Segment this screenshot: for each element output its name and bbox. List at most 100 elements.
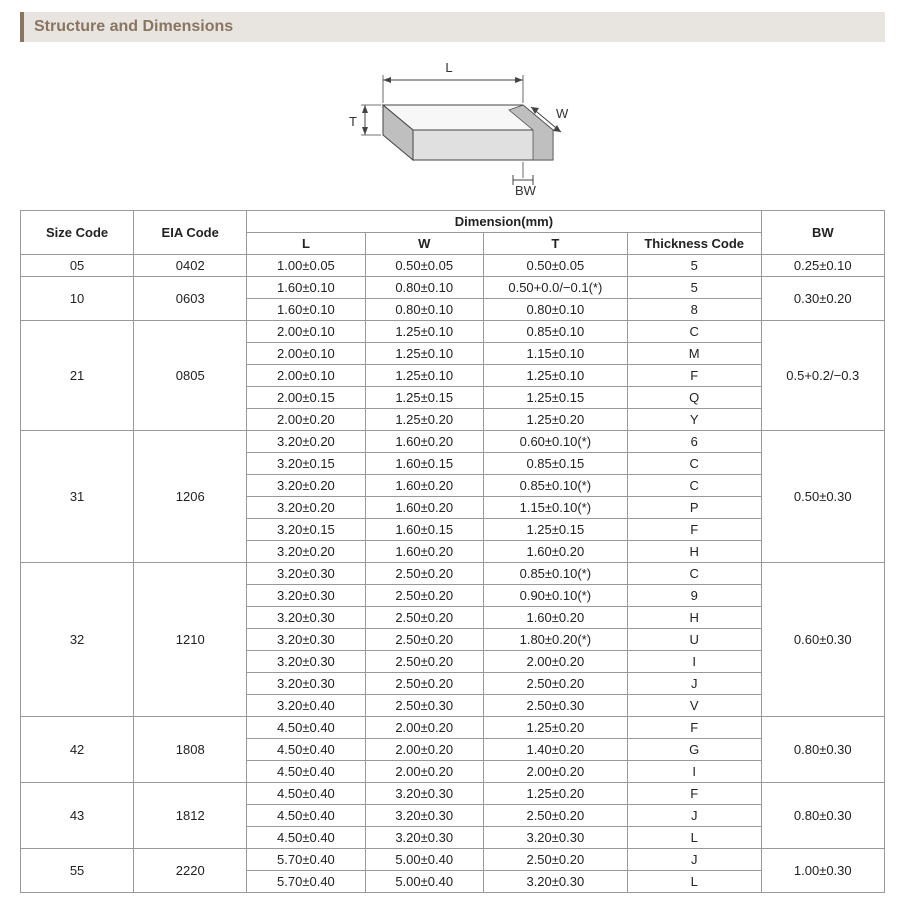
th-dimension-group: Dimension(mm) (247, 211, 761, 233)
cell-bw: 0.5+0.2/−0.3 (761, 321, 884, 431)
cell-t: 0.85±0.15 (483, 453, 627, 475)
cell-thickness-code: 6 (627, 431, 761, 453)
cell-w: 1.60±0.20 (365, 497, 483, 519)
cell-w: 1.60±0.15 (365, 453, 483, 475)
cell-t: 1.80±0.20(*) (483, 629, 627, 651)
cell-w: 1.60±0.20 (365, 475, 483, 497)
cell-bw: 0.80±0.30 (761, 717, 884, 783)
cell-l: 1.60±0.10 (247, 277, 365, 299)
th-eia-code: EIA Code (134, 211, 247, 255)
cell-l: 3.20±0.30 (247, 585, 365, 607)
cell-thickness-code: 5 (627, 255, 761, 277)
cell-thickness-code: 5 (627, 277, 761, 299)
cell-thickness-code: 8 (627, 299, 761, 321)
cell-l: 4.50±0.40 (247, 805, 365, 827)
cell-l: 2.00±0.20 (247, 409, 365, 431)
cell-l: 4.50±0.40 (247, 761, 365, 783)
diagram-label-t: T (349, 114, 357, 129)
cell-eia-code: 0603 (134, 277, 247, 321)
cell-l: 4.50±0.40 (247, 827, 365, 849)
cell-bw: 0.60±0.30 (761, 563, 884, 717)
diagram-label-w: W (556, 106, 569, 121)
cell-w: 2.50±0.20 (365, 651, 483, 673)
cell-l: 3.20±0.40 (247, 695, 365, 717)
cell-thickness-code: U (627, 629, 761, 651)
cell-thickness-code: F (627, 519, 761, 541)
cell-w: 2.50±0.20 (365, 629, 483, 651)
cell-w: 1.25±0.10 (365, 321, 483, 343)
cell-t: 0.85±0.10(*) (483, 475, 627, 497)
cell-t: 0.50±0.05 (483, 255, 627, 277)
cell-thickness-code: C (627, 453, 761, 475)
cell-l: 2.00±0.10 (247, 343, 365, 365)
cell-thickness-code: L (627, 827, 761, 849)
cell-eia-code: 1210 (134, 563, 247, 717)
cell-l: 3.20±0.20 (247, 497, 365, 519)
cell-thickness-code: L (627, 871, 761, 893)
diagram-label-l: L (445, 60, 452, 75)
cell-l: 2.00±0.10 (247, 321, 365, 343)
cell-thickness-code: Q (627, 387, 761, 409)
cell-t: 3.20±0.30 (483, 827, 627, 849)
cell-t: 1.25±0.20 (483, 409, 627, 431)
cell-w: 3.20±0.30 (365, 827, 483, 849)
cell-thickness-code: F (627, 783, 761, 805)
cell-w: 2.50±0.20 (365, 673, 483, 695)
table-row: 3112063.20±0.201.60±0.200.60±0.10(*)60.5… (21, 431, 885, 453)
dimension-diagram: L W T BW (20, 50, 885, 200)
cell-size-code: 42 (21, 717, 134, 783)
cell-t: 0.80±0.10 (483, 299, 627, 321)
th-bw: BW (761, 211, 884, 255)
cell-l: 3.20±0.30 (247, 607, 365, 629)
cell-w: 1.25±0.10 (365, 343, 483, 365)
cell-thickness-code: 9 (627, 585, 761, 607)
cell-bw: 0.25±0.10 (761, 255, 884, 277)
cell-l: 3.20±0.15 (247, 519, 365, 541)
cell-bw: 0.30±0.20 (761, 277, 884, 321)
cell-eia-code: 1206 (134, 431, 247, 563)
cell-thickness-code: C (627, 563, 761, 585)
cell-w: 0.50±0.05 (365, 255, 483, 277)
table-row: 5522205.70±0.405.00±0.402.50±0.20J1.00±0… (21, 849, 885, 871)
cell-thickness-code: I (627, 761, 761, 783)
diagram-label-bw: BW (515, 183, 537, 198)
cell-size-code: 32 (21, 563, 134, 717)
cell-w: 5.00±0.40 (365, 871, 483, 893)
cell-bw: 0.50±0.30 (761, 431, 884, 563)
cell-eia-code: 1808 (134, 717, 247, 783)
cell-size-code: 55 (21, 849, 134, 893)
cell-w: 0.80±0.10 (365, 277, 483, 299)
cell-t: 1.15±0.10(*) (483, 497, 627, 519)
cell-thickness-code: J (627, 849, 761, 871)
cell-l: 2.00±0.15 (247, 387, 365, 409)
cell-t: 0.90±0.10(*) (483, 585, 627, 607)
cell-thickness-code: C (627, 321, 761, 343)
cell-l: 3.20±0.30 (247, 651, 365, 673)
cell-thickness-code: M (627, 343, 761, 365)
cell-thickness-code: Y (627, 409, 761, 431)
cell-t: 1.60±0.20 (483, 541, 627, 563)
cell-thickness-code: V (627, 695, 761, 717)
cell-t: 2.50±0.20 (483, 805, 627, 827)
cell-w: 1.60±0.20 (365, 431, 483, 453)
cell-l: 4.50±0.40 (247, 783, 365, 805)
cell-t: 2.50±0.20 (483, 849, 627, 871)
cell-eia-code: 2220 (134, 849, 247, 893)
cell-t: 2.00±0.20 (483, 761, 627, 783)
cell-thickness-code: H (627, 607, 761, 629)
table-row: 0504021.00±0.050.50±0.050.50±0.0550.25±0… (21, 255, 885, 277)
cell-t: 1.25±0.15 (483, 519, 627, 541)
cell-t: 1.60±0.20 (483, 607, 627, 629)
cell-thickness-code: F (627, 717, 761, 739)
th-size-code: Size Code (21, 211, 134, 255)
cell-l: 3.20±0.15 (247, 453, 365, 475)
table-row: 2108052.00±0.101.25±0.100.85±0.10C0.5+0.… (21, 321, 885, 343)
cell-t: 2.00±0.20 (483, 651, 627, 673)
cell-w: 1.25±0.10 (365, 365, 483, 387)
cell-thickness-code: G (627, 739, 761, 761)
cell-size-code: 21 (21, 321, 134, 431)
cell-thickness-code: I (627, 651, 761, 673)
cell-t: 1.25±0.10 (483, 365, 627, 387)
cell-l: 3.20±0.20 (247, 475, 365, 497)
cell-w: 2.00±0.20 (365, 761, 483, 783)
